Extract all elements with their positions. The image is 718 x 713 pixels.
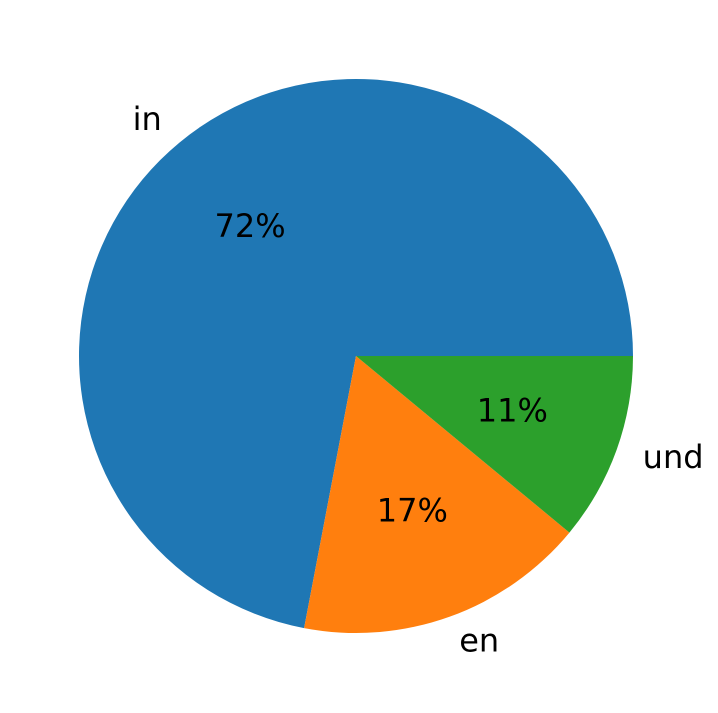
slice-label: und — [643, 438, 704, 476]
pie-slice — [78, 78, 633, 629]
pie-slice — [304, 356, 570, 633]
slice-label: en — [459, 622, 499, 660]
pie-slice — [356, 356, 633, 533]
percent-label: 11% — [477, 391, 548, 429]
slice-label: in — [133, 100, 162, 138]
percent-label: 72% — [214, 207, 285, 245]
percent-label: 17% — [377, 491, 448, 529]
